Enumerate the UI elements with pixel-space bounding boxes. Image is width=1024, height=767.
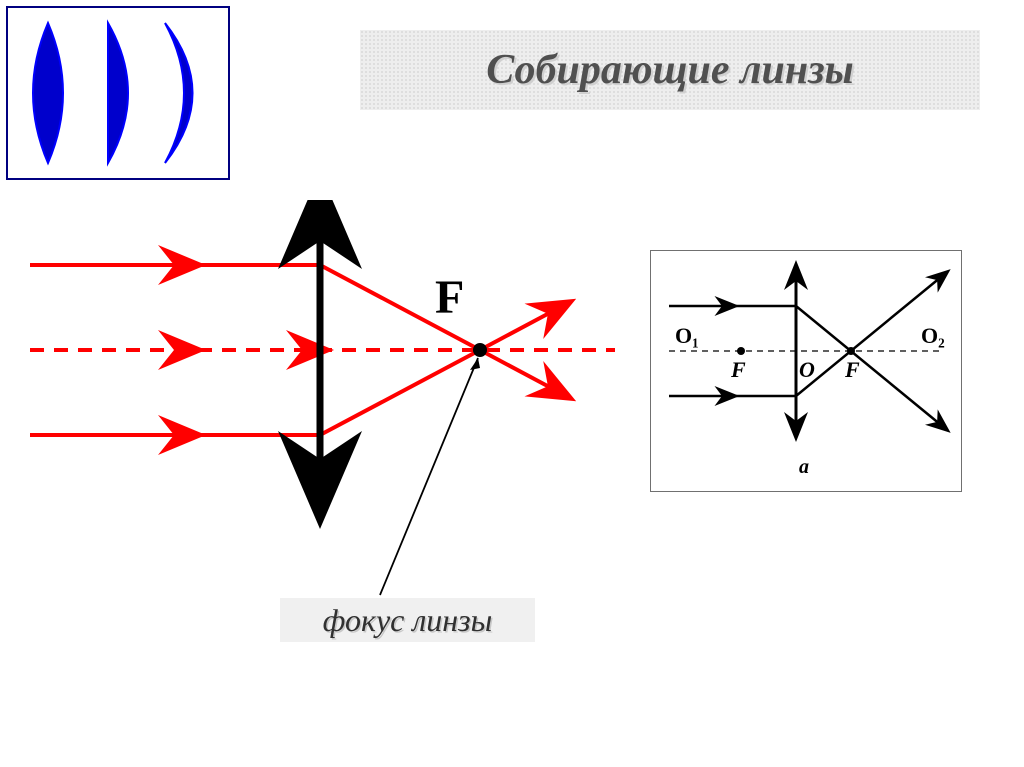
small-ray-diagram: O₁ O₂ F O F a	[650, 250, 962, 492]
page-title: Собирающие линзы	[486, 46, 854, 94]
label-o: O	[799, 357, 815, 383]
converging-lens-diagram	[10, 200, 630, 600]
lens-shapes-icon	[6, 6, 230, 180]
focus-letter: F	[435, 270, 464, 325]
label-o2: O₂	[921, 323, 945, 349]
label-o1: O₁	[675, 323, 699, 349]
title-banner: Собирающие линзы	[360, 30, 980, 110]
focus-caption-box: фокус линзы	[280, 598, 535, 642]
label-f-left: F	[731, 357, 746, 383]
label-f-right: F	[845, 357, 860, 383]
label-a: a	[799, 456, 809, 479]
focus-caption: фокус линзы	[323, 602, 493, 639]
